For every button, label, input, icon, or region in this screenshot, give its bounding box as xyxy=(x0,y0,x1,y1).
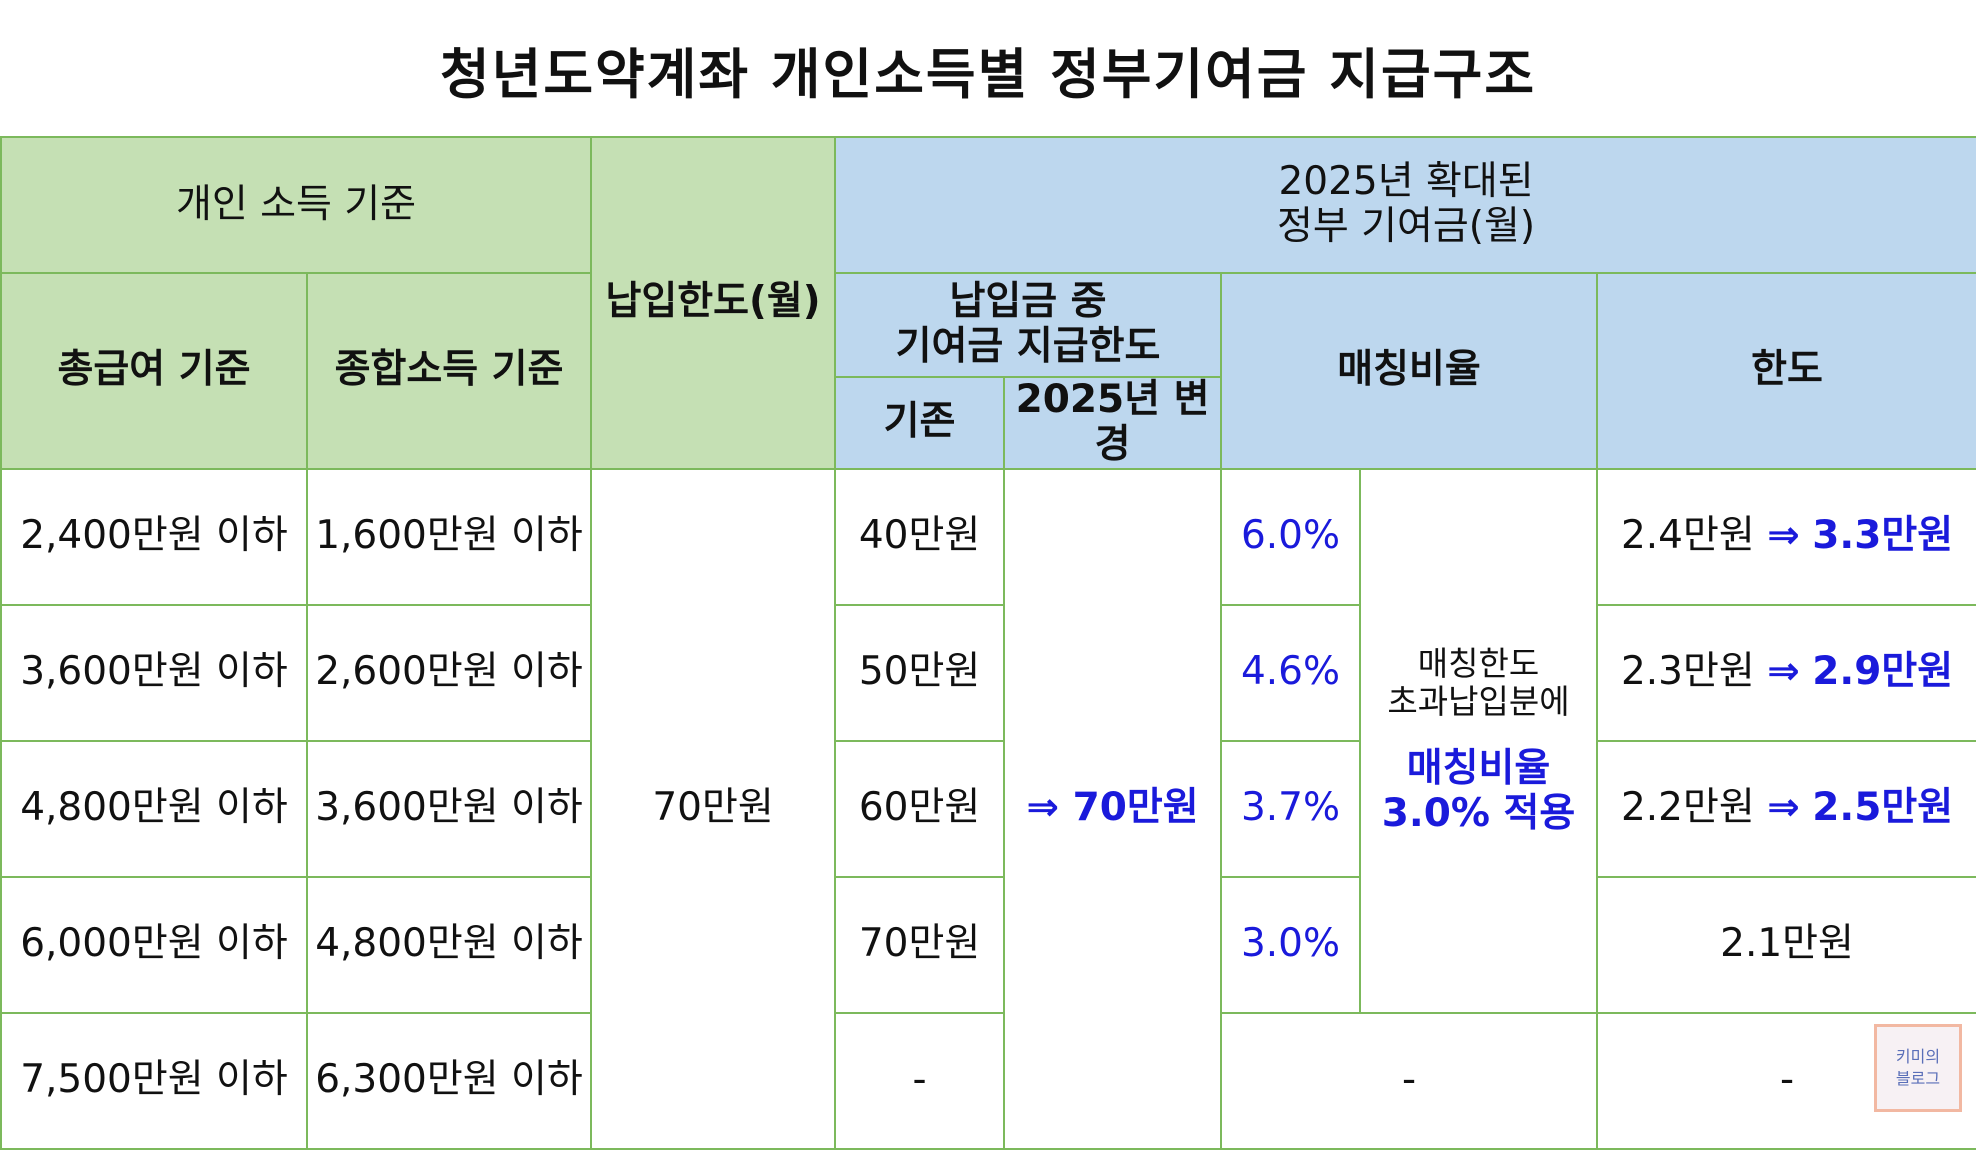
row5-existing: - xyxy=(834,1011,1006,1150)
row2-existing: 50만원 xyxy=(834,603,1006,742)
contribution-table: 개인 소득 기준 납입한도(월) 2025년 확대된 정부 기여금(월) 총급여… xyxy=(0,136,1976,1150)
row3-rate: 3.7% xyxy=(1220,739,1362,878)
excess-line1: 매칭한도 xyxy=(1417,643,1540,683)
row3-gross: 4,800만원 이하 xyxy=(0,739,308,878)
row2-gross: 3,600만원 이하 xyxy=(0,603,308,742)
payment-limit-value: 70만원 xyxy=(590,467,837,1150)
page-title: 청년도약계좌 개인소득별 정부기여금 지급구조 xyxy=(440,43,1536,106)
excess-rate-line2: 3.0% 적용 xyxy=(1381,790,1576,836)
row1-existing: 40만원 xyxy=(834,467,1006,606)
row3-total: 3,600만원 이하 xyxy=(305,739,593,878)
row3-limit-new: 2.5만원 xyxy=(1812,785,1954,831)
header-expanded-line1: 2025년 확대된 xyxy=(1278,159,1534,205)
row4-existing: 70만원 xyxy=(834,875,1006,1014)
header-total-income: 종합소득 기준 xyxy=(305,272,593,470)
row1-gross: 2,400만원 이하 xyxy=(0,467,308,606)
changed-limit-value: ⇒ 70만원 xyxy=(1003,467,1223,1150)
row2-limit-new: 2.9만원 xyxy=(1812,649,1954,695)
row4-total: 4,800만원 이하 xyxy=(305,875,593,1014)
row5-gross: 7,500만원 이하 xyxy=(0,1011,308,1150)
header-gross-pay: 총급여 기준 xyxy=(0,272,308,470)
row3-limit-old: 2.2만원 xyxy=(1620,785,1755,831)
row1-limit-old: 2.4만원 xyxy=(1620,513,1755,559)
header-contribution-limit: 납입금 중 기여금 지급한도 xyxy=(834,272,1223,378)
header-contrib-line2: 기여금 지급한도 xyxy=(895,324,1161,369)
row5-total: 6,300만원 이하 xyxy=(305,1011,593,1150)
row4-limit: 2.1만원 xyxy=(1596,875,1976,1014)
excess-line2: 초과납입분에 xyxy=(1387,681,1570,721)
excess-rate-line1: 매칭비율 xyxy=(1406,745,1551,791)
header-existing: 기존 xyxy=(834,376,1006,470)
header-payment-limit: 납입한도(월) xyxy=(590,136,837,470)
arrow-icon: ⇒ xyxy=(1767,649,1800,695)
row2-total: 2,600만원 이하 xyxy=(305,603,593,742)
arrow-icon: ⇒ xyxy=(1767,785,1800,831)
stamp-line1: 키미의 xyxy=(1895,1046,1941,1066)
row1-limit-new: 3.3만원 xyxy=(1812,513,1954,559)
row4-gross: 6,000만원 이하 xyxy=(0,875,308,1014)
header-expanded-line2: 정부 기여금(월) xyxy=(1276,204,1536,249)
row5-rate: - xyxy=(1220,1011,1599,1150)
row3-existing: 60만원 xyxy=(834,739,1006,878)
row4-rate: 3.0% xyxy=(1220,875,1362,1014)
header-contrib-line1: 납입금 중 xyxy=(949,279,1107,325)
arrow-icon: ⇒ xyxy=(1767,513,1800,559)
row2-limit: 2.3만원 ⇒ 2.9만원 xyxy=(1596,603,1976,742)
row1-rate: 6.0% xyxy=(1220,467,1362,606)
header-matching-rate: 매칭비율 xyxy=(1220,272,1599,470)
excess-spacer xyxy=(1361,721,1596,747)
row1-limit: 2.4만원 ⇒ 3.3만원 xyxy=(1596,467,1976,606)
blog-watermark-stamp: 키미의 블로그 xyxy=(1874,1024,1962,1112)
row3-limit: 2.2만원 ⇒ 2.5만원 xyxy=(1596,739,1976,878)
row1-total: 1,600만원 이하 xyxy=(305,467,593,606)
row2-rate: 4.6% xyxy=(1220,603,1362,742)
header-changed-2025: 2025년 변경 xyxy=(1003,376,1223,470)
excess-matching-note: 매칭한도 초과납입분에 매칭비율 3.0% 적용 xyxy=(1359,467,1599,1014)
header-expanded-contribution: 2025년 확대된 정부 기여금(월) xyxy=(834,136,1976,274)
header-limit: 한도 xyxy=(1596,272,1976,470)
stamp-line2: 블로그 xyxy=(1895,1069,1941,1088)
header-income-criteria: 개인 소득 기준 xyxy=(0,136,593,274)
row2-limit-old: 2.3만원 xyxy=(1620,649,1755,695)
